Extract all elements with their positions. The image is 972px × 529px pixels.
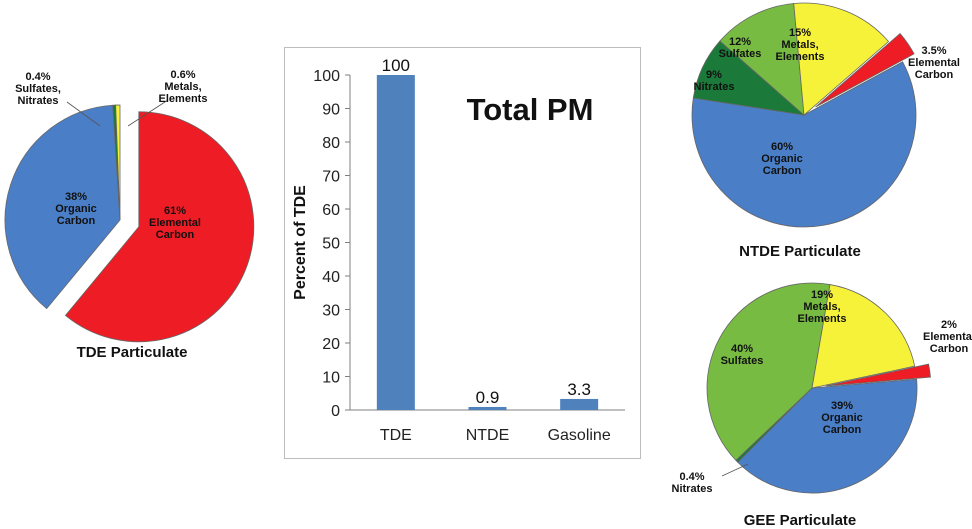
tde-leader-sulfates-nitrates [66, 101, 101, 127]
bar-tde [376, 75, 415, 410]
ntde-pie-chart: 3.5% Elemental Carbon 60% Organic Carbon 9% Nit… [691, 2, 960, 228]
bar-gasoline [560, 398, 599, 410]
bar-y-axis-label: Percent of TDE [292, 185, 309, 300]
bar-value-label-ntde: 0.9 [476, 388, 500, 407]
bar-y-tick-label: 60 [322, 202, 340, 219]
bar-value-label-gasoline: 3.3 [567, 380, 591, 399]
gee-slice-elemental-carbon [825, 363, 931, 387]
tde-label-organic-carbon: 38% Organic Carbon [55, 191, 97, 227]
ntde-slice-elemental-carbon [815, 32, 915, 108]
tde-label-metals-elements: 0.6% Metals, Elements [159, 69, 208, 105]
bar-y-tick-label: 30 [322, 303, 340, 320]
tde-slice-elemental-carbon [64, 111, 255, 343]
ntde-label-metals-elements: 15% Metals, Elements [776, 27, 825, 63]
ntde-label-organic-carbon: 60% Organic Carbon [761, 141, 803, 177]
ntde-slice-organic-carbon [691, 61, 917, 228]
tde-pie-title: TDE Particulate [76, 344, 188, 361]
gee-slice-organic-carbon [737, 378, 918, 494]
gee-leader-nitrates [721, 463, 749, 477]
gee-label-organic-carbon: 39% Organic Carbon [821, 400, 863, 436]
bar-value-label-tde: 100 [382, 56, 410, 75]
bar-y-tick-label: 80 [322, 135, 340, 152]
bar-y-tick-label: 10 [322, 370, 340, 387]
ntde-label-sulfates: 12% Sulfates [719, 36, 762, 60]
total-pm-bar-chart: 0 10 20 30 40 50 60 70 80 90 100 Percent of TDE Tota… [292, 56, 625, 444]
gee-label-metals-elements: 19% Metals, Elements [798, 289, 847, 325]
gee-pie-chart: 2% Elemental Carbon 39% Organic Carbon 0.4% Nit… [672, 282, 972, 495]
total-pm-bar-chart-frame: 0 10 20 30 40 50 60 70 80 90 100 Percent of TDE Tota… [284, 47, 641, 459]
bar-y-tick-label: 100 [313, 68, 340, 85]
bar-category-label-gasoline: Gasoline [548, 427, 611, 444]
gee-slice-metals-elements [811, 284, 916, 389]
bar-ntde [468, 406, 507, 410]
ntde-slice-metals-elements [793, 2, 890, 116]
bar-category-label-tde: TDE [380, 427, 412, 444]
bar-y-tick-label: 0 [331, 403, 340, 420]
bar-y-tick-label: 20 [322, 336, 340, 353]
bar-y-tick-label: 70 [322, 169, 340, 186]
tde-slice-metals-elements [115, 104, 121, 221]
tde-leader-metals-elements [127, 99, 169, 127]
tde-pie-chart: 61% Elemental Carbon 38% Organic Carbon 0.4% Su… [4, 69, 255, 343]
gee-label-elemental-carbon: 2% Elemental Carbon [923, 319, 972, 355]
bar-y-tick-label: 50 [322, 236, 340, 253]
ntde-label-elemental-carbon: 3.5% Elemental Carbon [908, 45, 960, 81]
ntde-slice-sulfates [719, 3, 805, 116]
bar-y-tick-label: 40 [322, 269, 340, 286]
tde-slice-organic-carbon [4, 104, 121, 310]
bar-category-label-ntde: NTDE [466, 427, 510, 444]
bar-chart-title: Total PM [467, 92, 594, 127]
ntde-label-nitrates: 9% Nitrates [694, 69, 735, 93]
gee-pie-title: GEE Particulate [743, 512, 857, 529]
tde-label-elemental-carbon: 61% Elemental Carbon [149, 205, 201, 241]
gee-label-sulfates: 40% Sulfates [721, 343, 764, 367]
tde-label-sulfates-nitrates: 0.4% Sulfates, Nitrates [15, 71, 61, 107]
ntde-pie-title: NTDE Particulate [739, 243, 861, 260]
gee-slice-sulfates [706, 282, 831, 461]
bar-y-tick-label: 90 [322, 102, 340, 119]
gee-label-nitrates: 0.4% Nitrates [672, 471, 713, 495]
